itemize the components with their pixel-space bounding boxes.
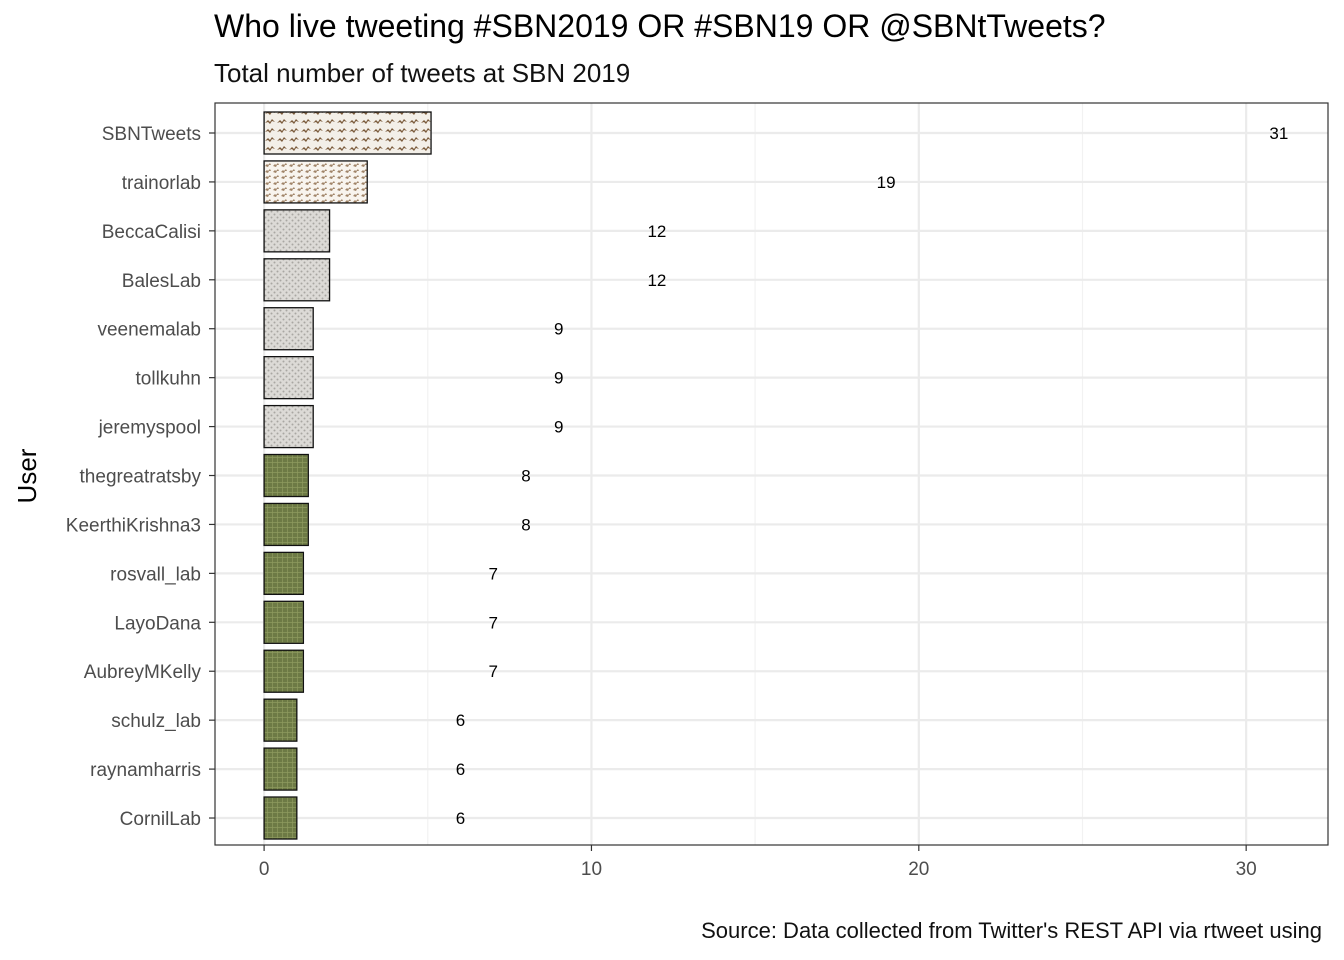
value-label-schulz_lab: 6 (456, 711, 465, 730)
y-tick-label-BeccaCalisi: BeccaCalisi (102, 222, 201, 243)
value-label-BalesLab: 12 (647, 271, 666, 290)
bar-CornilLab (263, 796, 298, 840)
y-tick-label-schulz_lab: schulz_lab (111, 711, 201, 732)
bar-BalesLab (263, 258, 331, 302)
value-label-raynamharris: 6 (456, 760, 465, 779)
bar-rosvall_lab (263, 551, 305, 596)
x-tick-label-10: 10 (581, 859, 602, 880)
grid-lines (215, 103, 1328, 845)
x-tick-label-30: 30 (1236, 859, 1257, 880)
y-tick-label-veenemalab: veenemalab (97, 320, 201, 341)
value-label-trainorlab: 19 (877, 173, 896, 192)
y-tick-label-thegreatratsby: thegreatratsby (80, 467, 202, 488)
bar-raynamharris (263, 747, 298, 791)
x-tick-label-0: 0 (259, 859, 270, 880)
bar-jeremyspool (263, 404, 314, 449)
y-tick-label-tollkuhn: tollkuhn (136, 369, 202, 390)
value-label-veenemalab: 9 (554, 320, 563, 339)
bar-SBNTweets (263, 111, 432, 155)
value-label-rosvall_lab: 7 (489, 564, 498, 583)
value-labels: 31 19 12 12 9 9 9 8 8 7 7 7 6 6 6 (456, 124, 1289, 828)
value-label-CornilLab: 6 (456, 809, 465, 828)
y-axis: SBNTweets trainorlab BeccaCalisi BalesLab ve… (66, 124, 215, 830)
bar-AubreyMKelly (263, 649, 305, 693)
value-label-thegreatratsby: 8 (521, 467, 530, 486)
bar-veenemalab (263, 307, 314, 351)
bar-tollkuhn (263, 355, 314, 400)
chart-caption: Source: Data collected from Twitter's RE… (701, 918, 1322, 943)
value-label-tollkuhn: 9 (554, 369, 563, 388)
bars (263, 111, 432, 840)
value-label-AubreyMKelly: 7 (489, 662, 498, 681)
bar-BeccaCalisi (263, 209, 331, 253)
chart-subtitle: Total number of tweets at SBN 2019 (214, 58, 631, 88)
value-label-LayoDana: 7 (489, 613, 498, 632)
value-label-jeremyspool: 9 (554, 418, 563, 437)
y-tick-label-BalesLab: BalesLab (122, 271, 201, 292)
y-tick-label-SBNTweets: SBNTweets (102, 124, 201, 145)
bar-LayoDana (263, 600, 305, 644)
value-label-SBNTweets: 31 (1269, 124, 1288, 143)
x-tick-label-20: 20 (908, 859, 929, 880)
y-tick-label-rosvall_lab: rosvall_lab (110, 564, 201, 585)
bar-trainorlab (263, 160, 368, 204)
bar-KeerthiKrishna3 (263, 502, 309, 547)
y-tick-label-AubreyMKelly: AubreyMKelly (84, 662, 202, 683)
value-label-KeerthiKrishna3: 8 (521, 515, 530, 534)
bar-schulz_lab (263, 698, 298, 742)
y-tick-label-CornilLab: CornilLab (120, 809, 201, 830)
chart-title: Who live tweeting #SBN2019 OR #SBN19 OR … (214, 8, 1106, 44)
value-label-BeccaCalisi: 12 (647, 222, 666, 241)
panel-border (214, 102, 1329, 846)
y-tick-label-LayoDana: LayoDana (114, 613, 201, 634)
y-tick-label-jeremyspool: jeremyspool (98, 418, 201, 439)
y-tick-label-KeerthiKrishna3: KeerthiKrishna3 (66, 515, 201, 536)
y-tick-label-raynamharris: raynamharris (90, 760, 201, 781)
x-axis: 0 10 20 30 (259, 845, 1257, 880)
y-tick-label-trainorlab: trainorlab (122, 173, 201, 194)
bar-thegreatratsby (263, 453, 309, 498)
